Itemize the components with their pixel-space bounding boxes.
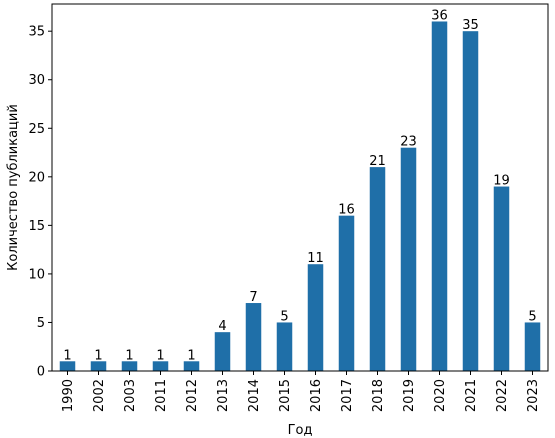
bar-2017 xyxy=(338,215,355,371)
bar-2021 xyxy=(462,31,479,372)
data-label-2015: 5 xyxy=(280,309,288,324)
data-label-2013: 4 xyxy=(218,319,226,334)
data-label-2022: 19 xyxy=(493,174,510,189)
bar-2016 xyxy=(307,264,324,371)
bar-2012 xyxy=(183,361,200,371)
x-tick-label-2003: 2003 xyxy=(123,379,138,412)
bar-1990 xyxy=(59,361,76,371)
x-axis-title: Год xyxy=(288,423,313,438)
bar-2022 xyxy=(493,186,510,371)
bar-2018 xyxy=(369,167,386,371)
bars-group xyxy=(59,21,541,372)
x-tick-label-2018: 2018 xyxy=(371,379,386,412)
x-tick-label-2019: 2019 xyxy=(402,379,417,412)
x-tick-label-2014: 2014 xyxy=(247,379,262,412)
y-tick-label-0: 0 xyxy=(37,365,45,380)
x-tick-label-2017: 2017 xyxy=(340,379,355,412)
data-label-2014: 7 xyxy=(249,290,257,305)
x-tick-label-2016: 2016 xyxy=(309,379,324,412)
data-label-1990: 1 xyxy=(63,348,71,363)
x-tick-label-2020: 2020 xyxy=(433,379,448,412)
bar-2013 xyxy=(214,332,231,371)
bar-2003 xyxy=(121,361,138,371)
x-tick-label-2002: 2002 xyxy=(92,379,107,412)
data-label-2003: 1 xyxy=(125,348,133,363)
x-tick-label-2021: 2021 xyxy=(464,379,479,412)
bar-2014 xyxy=(245,303,262,371)
x-tick-label-2022: 2022 xyxy=(495,379,510,412)
bar-2019 xyxy=(400,147,417,371)
y-tick-label-30: 30 xyxy=(28,73,45,88)
data-label-2023: 5 xyxy=(528,309,536,324)
data-label-2020: 36 xyxy=(431,8,448,23)
y-tick-label-5: 5 xyxy=(37,316,45,331)
y-tick-label-35: 35 xyxy=(28,25,45,40)
data-label-2011: 1 xyxy=(156,348,164,363)
y-tick-label-15: 15 xyxy=(28,219,45,234)
bar-2023 xyxy=(524,322,541,371)
x-tick-label-2023: 2023 xyxy=(526,379,541,412)
bar-2002 xyxy=(90,361,107,371)
y-axis-title: Количество публикаций xyxy=(6,104,21,271)
x-tick-label-1990: 1990 xyxy=(61,379,76,412)
data-label-2016: 11 xyxy=(307,251,324,266)
x-tick-label-2015: 2015 xyxy=(278,379,293,412)
data-label-2012: 1 xyxy=(187,348,195,363)
y-tick-label-25: 25 xyxy=(28,122,45,137)
y-tick-label-10: 10 xyxy=(28,267,45,282)
bar-2011 xyxy=(152,361,169,371)
bar-2020 xyxy=(431,21,448,371)
data-label-2018: 21 xyxy=(369,154,386,169)
data-label-2002: 1 xyxy=(94,348,102,363)
x-tick-label-2012: 2012 xyxy=(185,379,200,412)
y-axis-ticks: 0 5 10 15 20 25 30 35 xyxy=(28,25,52,380)
x-axis-ticks: 1990 2002 2003 2011 2012 2013 2014 2015 2016 2017… xyxy=(61,371,541,412)
data-label-2021: 35 xyxy=(462,18,479,33)
x-tick-label-2011: 2011 xyxy=(154,379,169,412)
data-label-2019: 23 xyxy=(400,135,417,150)
bar-2015 xyxy=(276,322,293,371)
data-label-2017: 16 xyxy=(338,203,355,218)
x-tick-label-2013: 2013 xyxy=(216,379,231,412)
y-tick-label-20: 20 xyxy=(28,170,45,185)
plot-frame xyxy=(51,3,549,372)
